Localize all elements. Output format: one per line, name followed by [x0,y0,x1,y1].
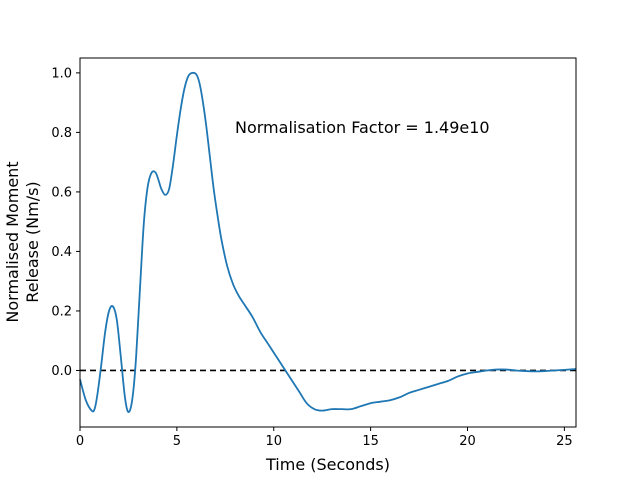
plot-frame [79,57,577,428]
y-axis-label-line2: Release (Nm/s) [23,181,42,302]
y-tick-label: 0.8 [51,126,72,141]
series-layer [79,71,577,414]
x-tick-label: 5 [173,434,181,449]
x-axis-label: Time (Seconds) [265,455,390,474]
y-tick-label: 1.0 [51,66,72,81]
x-tick-label: 20 [459,434,476,449]
x-tick-label: 25 [556,434,573,449]
y-tick-label: 0.6 [51,185,72,200]
y-tick-label: 0.0 [51,364,72,379]
y-tick-label: 0.4 [51,245,72,260]
x-tick-label: 15 [362,434,379,449]
normalisation-annotation: Normalisation Factor = 1.49e10 [235,118,490,137]
moment-release-line [79,71,577,414]
y-axis-label-line1: Normalised Moment [3,161,22,322]
x-tick-label: 10 [265,434,282,449]
y-tick-label: 0.2 [51,304,72,319]
ticks-layer: 0 5 10 15 20 25 0.0 0.2 0.4 0.6 0.8 1.0 [51,66,572,449]
x-tick-label: 0 [76,434,84,449]
